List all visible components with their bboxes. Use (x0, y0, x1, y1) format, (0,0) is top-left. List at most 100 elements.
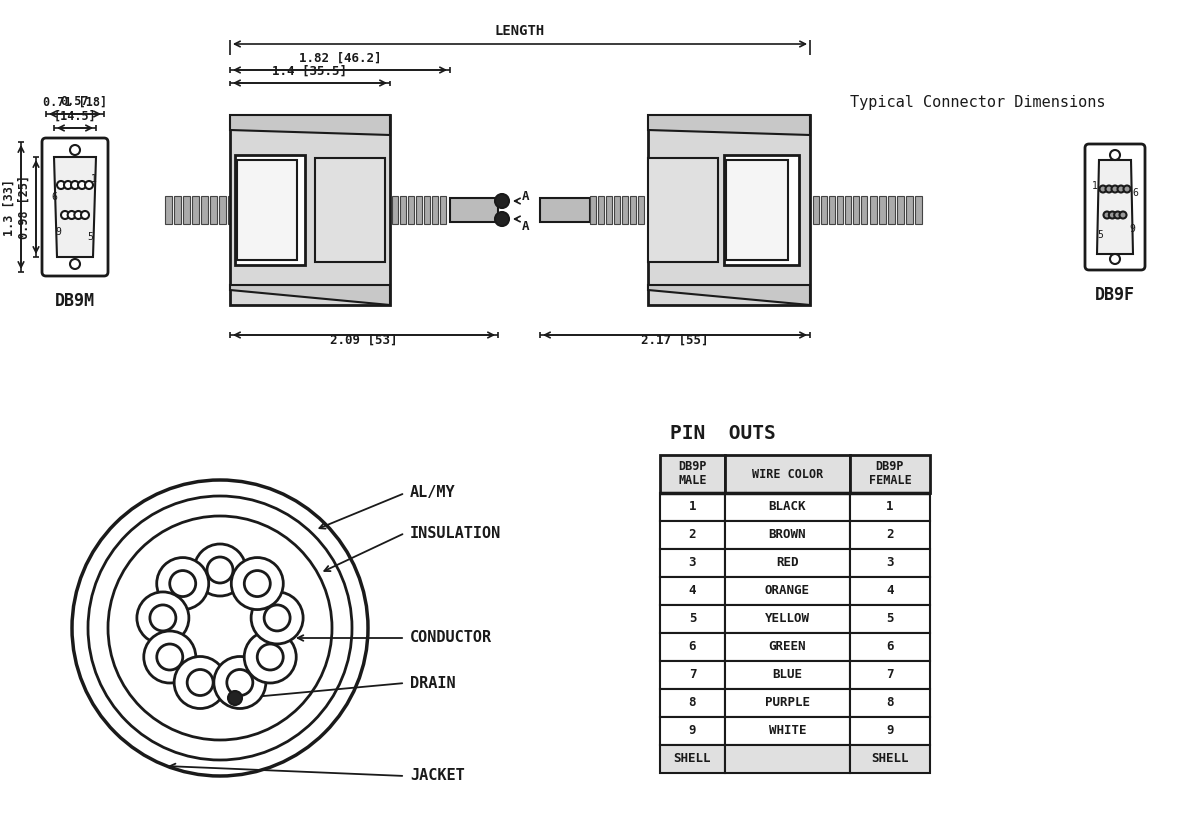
Text: 4: 4 (689, 584, 697, 598)
Text: DB9P
MALE: DB9P MALE (678, 460, 706, 488)
Bar (725, 577, 851, 605)
Bar (897, 196, 904, 224)
Circle shape (75, 211, 83, 219)
Text: 3: 3 (886, 556, 893, 569)
Bar (829, 196, 835, 224)
Circle shape (494, 212, 509, 226)
Bar (845, 196, 851, 224)
Bar (725, 689, 851, 717)
Bar (660, 633, 725, 661)
Bar (622, 196, 628, 224)
Text: 3: 3 (689, 556, 697, 569)
Text: BROWN: BROWN (769, 529, 807, 542)
Circle shape (85, 181, 93, 189)
Circle shape (187, 670, 213, 696)
Bar (400, 196, 406, 224)
Circle shape (80, 211, 89, 219)
Text: DB9M: DB9M (54, 292, 95, 310)
Bar (597, 196, 605, 224)
Text: 0.57
[14.5]: 0.57 [14.5] (53, 95, 96, 123)
Bar (879, 196, 886, 224)
Polygon shape (54, 157, 96, 257)
Circle shape (1110, 150, 1120, 160)
Bar (614, 196, 620, 224)
Bar (416, 196, 422, 224)
Bar (851, 745, 930, 773)
Circle shape (228, 691, 243, 705)
Text: 5: 5 (88, 232, 93, 242)
Text: JACKET: JACKET (411, 768, 465, 783)
Text: 1: 1 (886, 500, 893, 514)
Bar (851, 689, 930, 717)
Text: GREEN: GREEN (769, 640, 807, 654)
Bar (914, 196, 922, 224)
Text: 8: 8 (689, 696, 697, 710)
Text: 6: 6 (1132, 188, 1138, 198)
Text: 1: 1 (1092, 181, 1098, 191)
Bar (660, 745, 725, 773)
Bar (450, 198, 498, 222)
Circle shape (169, 570, 195, 596)
Circle shape (57, 181, 65, 189)
Bar (660, 493, 725, 521)
Text: DB9F: DB9F (1095, 286, 1134, 304)
Circle shape (1099, 185, 1106, 193)
Circle shape (67, 211, 76, 219)
Bar (606, 196, 612, 224)
Text: 2: 2 (689, 529, 697, 542)
Text: PURPLE: PURPLE (765, 696, 810, 710)
Text: A: A (522, 220, 530, 232)
Text: 1: 1 (91, 174, 97, 184)
Text: 4: 4 (886, 584, 893, 598)
Bar (851, 521, 930, 549)
Circle shape (108, 516, 332, 740)
Circle shape (251, 592, 303, 644)
Text: 7: 7 (886, 669, 893, 681)
Circle shape (72, 480, 368, 776)
Text: 0.98 [25]: 0.98 [25] (18, 175, 31, 239)
Bar (174, 196, 181, 224)
Text: BLUE: BLUE (772, 669, 802, 681)
Bar (851, 661, 930, 689)
Text: WIRE COLOR: WIRE COLOR (752, 468, 823, 480)
Circle shape (70, 145, 80, 155)
Bar (228, 196, 235, 224)
Circle shape (244, 570, 270, 596)
Text: DB9P
FEMALE: DB9P FEMALE (868, 460, 911, 488)
Bar (851, 717, 930, 745)
Bar (440, 196, 446, 224)
Text: DRAIN: DRAIN (411, 676, 455, 691)
Text: SHELL: SHELL (674, 752, 711, 766)
Circle shape (494, 194, 509, 208)
Bar (725, 661, 851, 689)
Bar (725, 549, 851, 577)
Bar (861, 196, 867, 224)
Text: 1: 1 (689, 500, 697, 514)
Circle shape (244, 631, 296, 683)
Bar (851, 633, 930, 661)
Bar (851, 493, 930, 521)
Text: INSULATION: INSULATION (411, 525, 502, 540)
Bar (725, 745, 851, 773)
Circle shape (264, 605, 290, 631)
Bar (838, 196, 843, 224)
Text: 0.71 [18]: 0.71 [18] (43, 96, 108, 109)
Text: 5: 5 (689, 613, 697, 625)
Bar (237, 160, 297, 260)
Bar (201, 196, 208, 224)
Text: BLACK: BLACK (769, 500, 807, 514)
Text: 2: 2 (886, 529, 893, 542)
Bar (660, 605, 725, 633)
Bar (235, 155, 305, 265)
Bar (424, 196, 429, 224)
Circle shape (144, 631, 195, 683)
Circle shape (207, 557, 233, 583)
Bar (853, 196, 859, 224)
Text: 2.17 [55]: 2.17 [55] (641, 334, 709, 347)
Bar (725, 605, 851, 633)
Bar (192, 196, 199, 224)
Bar (851, 577, 930, 605)
Text: 6: 6 (51, 192, 57, 202)
Bar (870, 196, 877, 224)
Text: 1.3 [33]: 1.3 [33] (4, 179, 17, 235)
